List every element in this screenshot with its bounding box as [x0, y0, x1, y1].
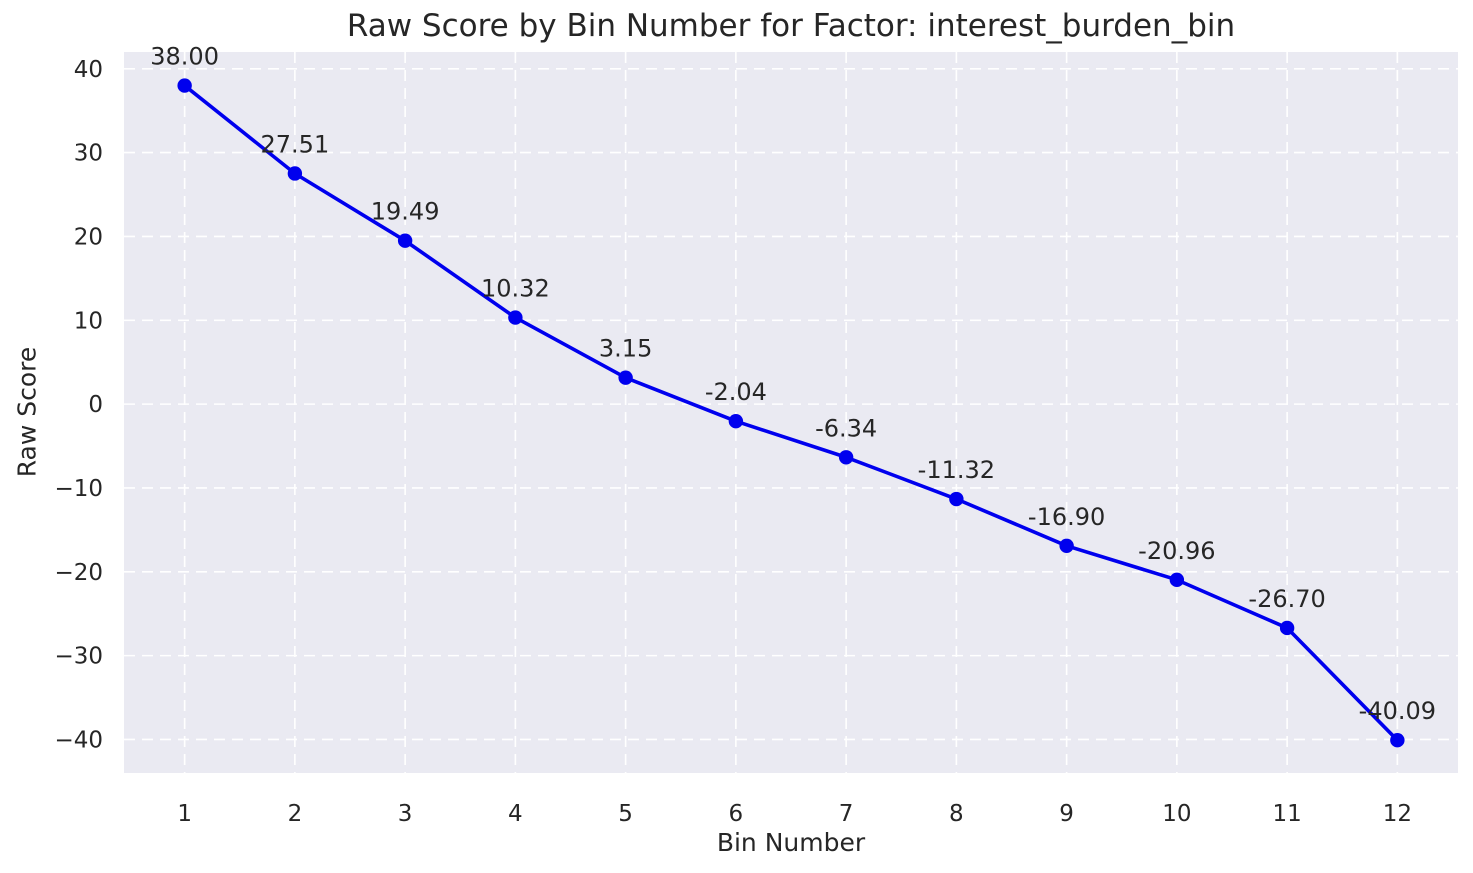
- grid-lines: [124, 52, 1458, 773]
- svg-text:−40: −40: [54, 727, 103, 753]
- point-value-label: -26.70: [1248, 585, 1325, 613]
- point-value-label: -2.04: [705, 378, 767, 406]
- svg-text:20: 20: [74, 224, 103, 250]
- svg-text:8: 8: [949, 801, 964, 827]
- svg-text:30: 30: [74, 141, 103, 167]
- point-value-label: 19.49: [371, 198, 440, 226]
- data-points: [177, 78, 1405, 748]
- point-value-label: 10.32: [481, 275, 550, 303]
- data-point: [397, 233, 413, 248]
- data-line: [182, 83, 1400, 743]
- point-value-label: 3.15: [599, 335, 652, 363]
- point-value-label: 27.51: [261, 130, 330, 158]
- svg-text:5: 5: [618, 801, 633, 827]
- svg-text:0: 0: [88, 392, 103, 418]
- svg-text:−20: −20: [54, 560, 103, 586]
- data-point: [1059, 538, 1074, 554]
- data-point: [1279, 620, 1295, 636]
- svg-text:12: 12: [1383, 801, 1412, 827]
- data-point: [1169, 572, 1185, 588]
- chart-title: Raw Score by Bin Number for Factor: inte…: [346, 8, 1236, 44]
- point-value-label: -20.96: [1138, 537, 1215, 565]
- svg-text:40: 40: [74, 57, 103, 83]
- data-point: [618, 370, 633, 385]
- svg-text:10: 10: [74, 308, 103, 334]
- svg-text:11: 11: [1272, 801, 1301, 827]
- point-value-label: -16.90: [1028, 503, 1105, 531]
- svg-text:4: 4: [508, 801, 523, 827]
- svg-text:6: 6: [729, 801, 744, 827]
- svg-text:10: 10: [1162, 801, 1191, 827]
- x-tick-labels: 1 2 3 4 5 6 7 8 9 10 11 12: [177, 801, 1412, 827]
- svg-text:3: 3: [398, 801, 413, 827]
- data-point: [1390, 733, 1405, 748]
- svg-text:1: 1: [177, 801, 192, 827]
- x-axis-label: Bin Number: [716, 828, 866, 857]
- point-value-label: -11.32: [918, 456, 995, 484]
- data-point: [177, 78, 192, 93]
- data-point: [949, 491, 964, 507]
- svg-text:7: 7: [839, 801, 854, 827]
- data-point: [728, 414, 744, 429]
- data-point: [838, 450, 854, 465]
- svg-text:2: 2: [288, 801, 303, 827]
- svg-text:−30: −30: [54, 644, 103, 670]
- point-value-label: 38.00: [150, 43, 219, 71]
- point-value-label: -40.09: [1359, 697, 1436, 725]
- point-value-label: -6.34: [815, 414, 877, 442]
- svg-text:9: 9: [1059, 801, 1074, 827]
- data-point: [287, 166, 303, 181]
- point-value-labels: 38.00 27.51 19.49 10.32 3.15 -2.04 -6.34 -11.32…: [150, 43, 1436, 726]
- svg-text:−10: −10: [54, 476, 103, 502]
- data-point: [508, 310, 523, 325]
- y-tick-labels: 40 30 20 10 0 −10 −20 −30 −40: [54, 57, 103, 754]
- plot-area: [124, 52, 1458, 773]
